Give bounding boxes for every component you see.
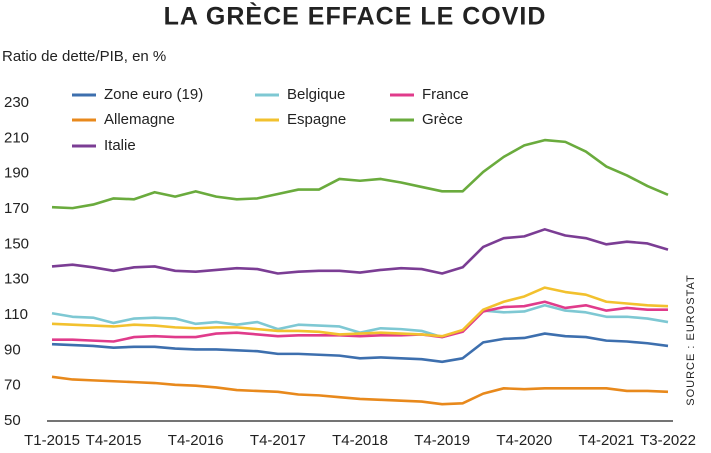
legend-label: Belgique xyxy=(287,86,345,103)
y-tick-label: 150 xyxy=(4,235,29,252)
y-tick-label: 230 xyxy=(4,94,29,111)
line xyxy=(52,300,668,343)
x-tick-label: T4-2016 xyxy=(168,432,224,449)
y-tick-label: 190 xyxy=(4,165,29,182)
y-tick-label: 130 xyxy=(4,271,29,288)
x-tick-label: T4-2021 xyxy=(578,432,634,449)
legend-label: Grèce xyxy=(422,111,463,128)
x-tick-label: T4-2017 xyxy=(250,432,306,449)
legend-label: Espagne xyxy=(287,111,346,128)
line xyxy=(51,332,669,364)
y-tick-label: 90 xyxy=(4,341,21,358)
y-tick-label: 70 xyxy=(4,377,21,394)
y-tick-label: 170 xyxy=(4,200,29,217)
x-tick-label: T3-2022 xyxy=(640,432,696,449)
x-tick-label: T4-2018 xyxy=(332,432,388,449)
x-tick-label: T1-2015 xyxy=(24,432,80,449)
line xyxy=(51,286,669,338)
legend-label: France xyxy=(422,86,469,103)
y-tick-label: 110 xyxy=(4,306,28,323)
legend-label: Italie xyxy=(104,137,136,154)
x-tick-label: T4-2020 xyxy=(496,432,552,449)
y-tick-label: 210 xyxy=(4,129,29,146)
legend-label: Allemagne xyxy=(104,111,175,128)
y-tick-label: 50 xyxy=(4,412,21,429)
x-tick-label: T4-2015 xyxy=(86,432,142,449)
chart-title: LA GRÈCE EFFACE LE COVID xyxy=(164,2,547,31)
line xyxy=(51,228,669,275)
y-axis-label: Ratio de dette/PIB, en % xyxy=(2,48,166,65)
x-tick-label: T4-2019 xyxy=(414,432,470,449)
line xyxy=(51,375,669,406)
line xyxy=(51,138,669,210)
source: SOURCE : EUROSTAT xyxy=(685,274,697,406)
legend-label: Zone euro (19) xyxy=(104,86,203,103)
